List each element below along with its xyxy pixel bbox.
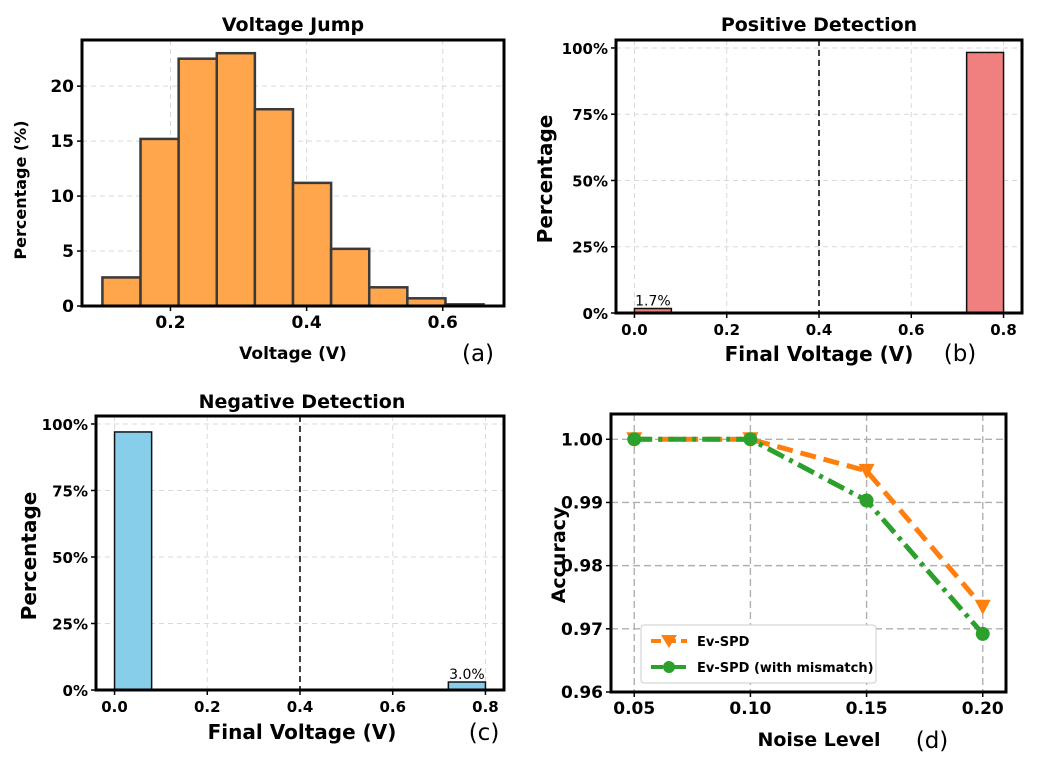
panel-c-ylabel: Percentage: [17, 492, 41, 621]
panel-d-ytick-label-3: 0.99: [561, 493, 603, 513]
panel-d-ytick-label-0: 0.96: [561, 683, 603, 703]
panel-c-xtick-label-0: 0.0: [101, 698, 128, 716]
panel-b-xtick-label-0: 0.0: [621, 321, 648, 339]
panel-c-bar-0: [113, 431, 153, 691]
panel-d-legend-0-label: Ev-SPD: [697, 635, 750, 650]
panel-c-label: (c): [469, 720, 500, 746]
panel-a-axes-frame: [80, 38, 506, 308]
panel-a-ytick-label-1: 5: [62, 242, 74, 262]
panel-d-legend-1-label: Ev-SPD (with mismatch): [697, 661, 874, 676]
panel-b-xtick-label-2: 0.4: [806, 321, 833, 339]
panel-a-ytick-label-4: 20: [50, 77, 74, 97]
panel-d-ytick-label-1: 0.97: [561, 620, 603, 640]
panel-a-bar-7: [367, 286, 409, 308]
panel-b-xlabel: Final Voltage (V): [725, 342, 914, 366]
panel-d-series-0-point-2: [858, 463, 875, 479]
panel-b-xtick-label-3: 0.6: [898, 321, 925, 339]
panel-d-label: (d): [916, 728, 949, 754]
panel-a-xtick-label-1: 0.4: [292, 313, 322, 333]
panel-c-xtick-label-1: 0.2: [194, 698, 221, 716]
panel-a-bar-2: [177, 57, 219, 308]
panel-d-series-1-point-1: [743, 432, 758, 447]
panel-a-bar-1: [139, 137, 180, 308]
panel-c-xtick-label-2: 0.4: [287, 698, 314, 716]
panel-c-ytick-label-0: 0%: [63, 682, 88, 700]
panel-d-xtick-label-1: 0.10: [729, 699, 771, 719]
panel-d-xtick-label-2: 0.15: [846, 699, 888, 719]
panel-b-ylabel: Percentage: [533, 115, 557, 244]
panel-a-bar-5: [291, 181, 333, 308]
panel-a-voltage-jump: Voltage Jump Voltage (V) Percentage (%) …: [11, 14, 506, 367]
panel-a-ytick-label-3: 15: [50, 132, 74, 152]
panel-d-legend-0-marker: [661, 635, 677, 648]
panel-b-ytick-label-0: 0%: [583, 305, 608, 323]
panel-a-bar-0: [101, 276, 142, 308]
panel-a-ylabel: Percentage (%): [11, 120, 30, 259]
panel-a-ytick-label-0: 0: [62, 297, 74, 317]
panel-a-xlabel: Voltage (V): [239, 344, 347, 364]
panel-d-series-1-point-3: [975, 626, 990, 641]
panel-a-title: Voltage Jump: [222, 14, 364, 36]
panel-c-ytick-label-4: 100%: [42, 416, 88, 434]
panel-d-series-1-point-2: [859, 493, 874, 508]
panel-d-ytick-label-4: 1.00: [561, 430, 603, 450]
panel-c-bar-1-data-label: 3.0%: [449, 667, 485, 683]
panel-b-bar-0-data-label: 1.7%: [635, 293, 671, 309]
panel-c-xtick-label-4: 0.8: [472, 698, 499, 716]
panel-a-ytick-label-2: 10: [50, 187, 74, 207]
panel-d-legend-1-marker: [663, 661, 675, 673]
panel-d-xtick-label-3: 0.20: [962, 699, 1004, 719]
panel-b-label: (b): [944, 341, 977, 367]
panel-c-title: Negative Detection: [199, 391, 406, 413]
panel-c-ytick-label-2: 50%: [52, 549, 88, 567]
panel-b-ytick-label-1: 25%: [572, 239, 608, 257]
panel-c-ytick-label-1: 25%: [52, 615, 88, 633]
panel-b-bar-1: [965, 51, 1005, 314]
panel-d-series-0-line: [634, 436, 985, 609]
panel-a-bar-3: [215, 51, 257, 308]
panel-a-xtick-label-2: 0.6: [428, 313, 458, 333]
panel-c-xtick-label-3: 0.6: [379, 698, 406, 716]
panel-d-series-1-point-0: [627, 432, 642, 447]
panel-d-accuracy: Noise Level Accuracy (d) Ev-SPD Ev-SPD (w…: [548, 412, 1008, 754]
panel-b-title: Positive Detection: [721, 14, 917, 36]
panel-a-bar-6: [329, 247, 371, 308]
panel-d-ytick-label-2: 0.98: [561, 557, 603, 577]
panel-d-series-0-point-3: [974, 599, 991, 615]
panel-d-series-1-line: [634, 436, 985, 636]
panel-c-xlabel: Final Voltage (V): [208, 720, 397, 744]
panel-c-ytick-label-3: 75%: [52, 482, 88, 500]
panel-d-ylabel: Accuracy: [548, 506, 570, 603]
panel-b-xtick-label-1: 0.2: [713, 321, 740, 339]
panel-a-label: (a): [462, 341, 494, 367]
panel-d-xtick-label-0: 0.05: [613, 699, 655, 719]
panel-a-xtick-label-0: 0.2: [155, 313, 185, 333]
panel-d-xlabel: Noise Level: [757, 729, 880, 751]
panel-b-ytick-label-2: 50%: [572, 172, 608, 190]
panel-b-ytick-label-4: 100%: [562, 40, 608, 58]
panel-b-xtick-label-4: 0.8: [990, 321, 1017, 339]
panel-d-legend-box: [640, 624, 877, 684]
panel-b-ytick-label-3: 75%: [572, 106, 608, 124]
panel-d-axes-frame: [609, 412, 1008, 694]
panel-c-negative-detection: Negative Detection Final Voltage (V) Per…: [17, 391, 506, 746]
panel-a-bar-4: [253, 107, 295, 308]
panel-b-positive-detection: Positive Detection Final Voltage (V) Per…: [533, 14, 1024, 367]
